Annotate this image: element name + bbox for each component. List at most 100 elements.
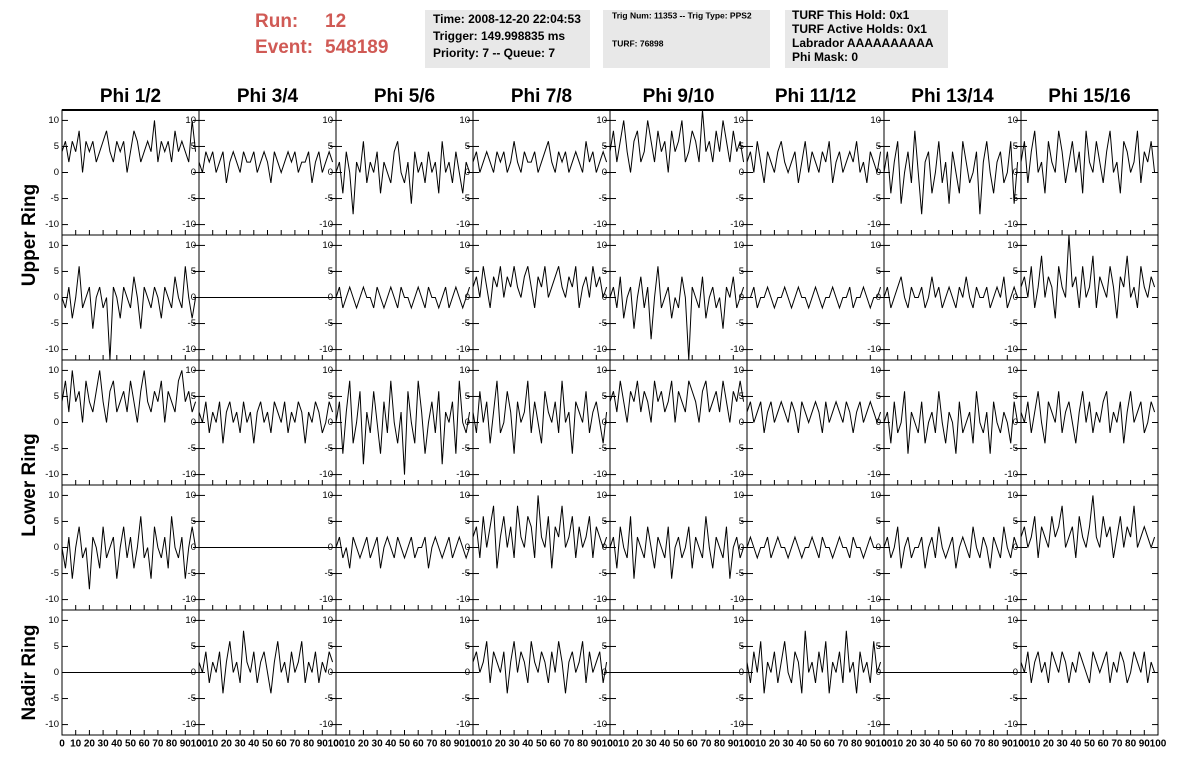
y-tick-label: 10 xyxy=(733,365,744,376)
y-tick-label: 10 xyxy=(596,490,607,501)
y-tick-label: -5 xyxy=(325,193,333,204)
y-tick-label: 0 xyxy=(191,417,196,428)
y-tick-label: -10 xyxy=(456,719,470,730)
y-tick-label: 5 xyxy=(1013,141,1018,152)
y-tick-label: -5 xyxy=(325,568,333,579)
y-tick-label: -5 xyxy=(599,318,607,329)
y-tick-label: 10 xyxy=(322,365,333,376)
x-tick-label: 10 xyxy=(1029,739,1041,750)
y-tick-label: 5 xyxy=(1013,391,1018,402)
run-value: 12 xyxy=(325,11,346,32)
y-tick-label: 0 xyxy=(328,542,333,553)
x-tick-label: 100 xyxy=(328,739,345,750)
y-tick-label: 5 xyxy=(465,266,470,277)
x-tick-label: 60 xyxy=(1098,739,1110,750)
waveform xyxy=(609,266,745,361)
y-tick-label: -10 xyxy=(45,219,59,230)
y-tick-label: -10 xyxy=(45,469,59,480)
x-tick-label: 80 xyxy=(851,739,863,750)
waveform xyxy=(472,380,608,454)
y-tick-label: -10 xyxy=(730,469,744,480)
waveform xyxy=(883,276,1019,309)
y-tick-label: 10 xyxy=(185,365,196,376)
y-tick-label: 10 xyxy=(459,240,470,251)
y-tick-label: 10 xyxy=(870,365,881,376)
y-tick-label: -5 xyxy=(1010,693,1018,704)
y-tick-label: 10 xyxy=(733,490,744,501)
y-tick-label: -5 xyxy=(599,443,607,454)
waveform xyxy=(198,150,334,184)
y-tick-label: 5 xyxy=(465,391,470,402)
waveform xyxy=(747,285,882,310)
x-tick-label: 50 xyxy=(536,739,548,750)
waveform xyxy=(1020,234,1156,319)
x-tick-label: 90 xyxy=(1139,739,1151,750)
y-tick-label: 0 xyxy=(191,667,196,678)
x-tick-label: 20 xyxy=(769,739,781,750)
waveform xyxy=(883,130,1019,215)
y-tick-label: -10 xyxy=(319,594,333,605)
y-tick-label: -5 xyxy=(325,443,333,454)
y-tick-label: 0 xyxy=(465,667,470,678)
y-tick-label: -10 xyxy=(456,594,470,605)
y-tick-label: 10 xyxy=(459,615,470,626)
y-tick-label: -5 xyxy=(188,193,196,204)
y-tick-label: 0 xyxy=(1013,667,1018,678)
waveform xyxy=(61,370,197,423)
x-tick-label: 80 xyxy=(577,739,589,750)
y-tick-label: 0 xyxy=(465,167,470,178)
y-tick-label: -10 xyxy=(1004,719,1018,730)
x-tick-label: 30 xyxy=(1057,739,1069,750)
y-tick-label: 0 xyxy=(191,542,196,553)
y-tick-label: -5 xyxy=(51,443,59,454)
y-tick-label: -5 xyxy=(1010,318,1018,329)
x-tick-label: 20 xyxy=(1043,739,1055,750)
y-tick-label: 10 xyxy=(733,115,744,126)
x-tick-label: 70 xyxy=(289,739,301,750)
y-tick-label: 0 xyxy=(876,292,881,303)
info-text: Trigger: 149.998835 ms xyxy=(433,29,565,43)
panel-frame xyxy=(61,484,200,611)
y-tick-label: -5 xyxy=(873,693,881,704)
y-tick-label: -5 xyxy=(462,568,470,579)
info-text: Phi Mask: 0 xyxy=(792,50,858,64)
y-tick-label: 10 xyxy=(870,490,881,501)
waveform xyxy=(472,266,608,309)
x-tick-label: 60 xyxy=(550,739,562,750)
x-tick-label: 40 xyxy=(933,739,945,750)
x-tick-label: 40 xyxy=(111,739,123,750)
x-tick-label: 80 xyxy=(166,739,178,750)
x-tick-label: 30 xyxy=(235,739,247,750)
y-tick-label: 5 xyxy=(191,641,196,652)
x-tick-label: 0 xyxy=(1018,739,1024,750)
y-tick-label: 10 xyxy=(459,490,470,501)
panel-frame xyxy=(609,359,748,486)
y-tick-label: -5 xyxy=(873,443,881,454)
x-tick-label: 30 xyxy=(509,739,521,750)
waveform xyxy=(609,109,745,173)
y-tick-label: -10 xyxy=(730,344,744,355)
column-title: Phi 13/14 xyxy=(911,86,994,107)
y-tick-label: 5 xyxy=(328,391,333,402)
y-tick-label: 0 xyxy=(54,292,59,303)
y-tick-label: 5 xyxy=(465,516,470,527)
x-tick-label: 90 xyxy=(865,739,877,750)
column-title: Phi 15/16 xyxy=(1048,86,1130,107)
y-tick-label: 10 xyxy=(322,240,333,251)
y-tick-label: 10 xyxy=(596,115,607,126)
y-tick-label: 10 xyxy=(459,365,470,376)
y-tick-label: -10 xyxy=(867,719,881,730)
x-tick-label: 70 xyxy=(700,739,712,750)
y-tick-label: 5 xyxy=(328,266,333,277)
y-tick-label: 0 xyxy=(876,542,881,553)
y-tick-label: 10 xyxy=(48,365,59,376)
y-tick-label: -10 xyxy=(182,469,196,480)
column-title: Phi 11/12 xyxy=(775,86,856,107)
y-tick-label: -5 xyxy=(1010,443,1018,454)
x-tick-label: 10 xyxy=(70,739,82,750)
column-title: Phi 3/4 xyxy=(237,86,299,107)
y-tick-label: -5 xyxy=(736,318,744,329)
x-tick-label: 40 xyxy=(522,739,534,750)
y-tick-label: -5 xyxy=(1010,568,1018,579)
y-tick-label: 10 xyxy=(1007,365,1018,376)
